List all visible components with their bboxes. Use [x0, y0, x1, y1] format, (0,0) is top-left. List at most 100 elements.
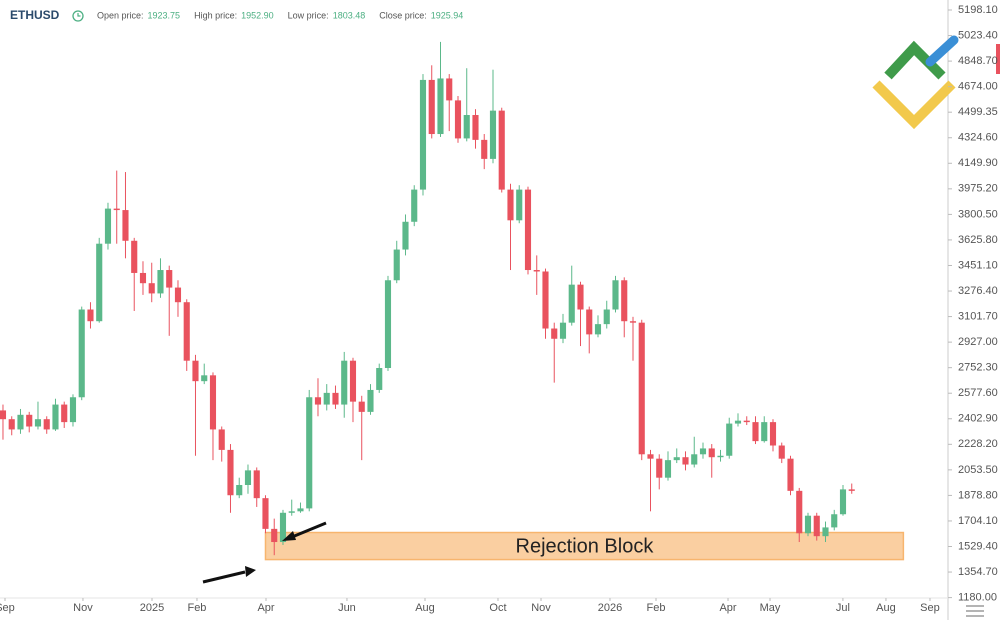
- y-tick-label: 4149.90: [958, 157, 998, 169]
- x-tick-label: Aug: [415, 602, 435, 614]
- candle-body: [804, 515, 812, 534]
- info-label: Low price:: [288, 10, 329, 20]
- candle-body: [218, 429, 225, 450]
- info-label: Open price:: [97, 10, 144, 20]
- y-tick-label: 1878.80: [958, 489, 998, 501]
- arrow-head: [282, 531, 296, 541]
- candle-body: [323, 392, 330, 405]
- candle-body: [358, 401, 365, 412]
- x-tick-label: Jul: [836, 602, 850, 614]
- candle-body: [516, 189, 523, 221]
- y-tick-label: 3451.10: [958, 259, 998, 271]
- x-tick-label: Sep: [0, 602, 15, 614]
- info-label: Close price:: [379, 10, 427, 20]
- candle-body: [69, 397, 77, 423]
- candle-body: [244, 470, 252, 485]
- plot-area: Rejection Block: [0, 41, 905, 561]
- candle-body: [43, 419, 50, 430]
- candle-body: [717, 455, 724, 458]
- candle-body: [314, 397, 322, 405]
- candle-body: [349, 360, 357, 402]
- y-tick-label: 2577.60: [958, 387, 998, 399]
- candle-body: [367, 389, 374, 412]
- x-tick-label: Feb: [187, 602, 206, 614]
- arrows: [202, 521, 327, 584]
- candle-body: [376, 368, 383, 390]
- y-tick-label: 1704.10: [958, 515, 998, 527]
- candle-body: [752, 422, 759, 442]
- x-tick-label: Aug: [876, 602, 896, 614]
- candle-body: [481, 139, 488, 159]
- x-tick-label: 2025: [140, 602, 164, 614]
- candle-body: [568, 284, 575, 323]
- candle-body: [454, 100, 462, 139]
- y-tick-label: 5198.10: [958, 4, 998, 16]
- candle-body: [341, 360, 348, 405]
- candle-body: [122, 210, 129, 241]
- y-tick-label: 1529.40: [958, 540, 998, 552]
- y-tick-label: 3276.40: [958, 285, 998, 297]
- candle-body: [734, 420, 742, 424]
- y-tick-label: 2752.30: [958, 362, 998, 374]
- candle-body: [708, 448, 715, 458]
- info-value: 1803.48: [333, 10, 366, 20]
- clock-icon: [72, 10, 84, 22]
- candle-body: [726, 423, 733, 456]
- candle-body: [577, 284, 584, 310]
- candle-body: [831, 514, 838, 528]
- y-tick-label: 2053.50: [958, 464, 998, 476]
- candle-body: [402, 221, 409, 250]
- clock-hand: [77, 13, 81, 17]
- settings-icon[interactable]: [966, 605, 984, 617]
- arrow-head: [245, 566, 256, 577]
- candle-body: [848, 489, 855, 491]
- candle-body: [297, 508, 304, 512]
- logo: [872, 35, 959, 130]
- y-tick-label: 2402.90: [958, 413, 998, 425]
- candle-body: [0, 410, 7, 420]
- x-tick-label: 2026: [598, 602, 622, 614]
- candle-body: [647, 454, 654, 459]
- candle-body: [157, 270, 164, 294]
- candle-body: [769, 422, 777, 446]
- candle-body: [419, 79, 427, 190]
- info-label: High price:: [194, 10, 237, 20]
- candle-body: [253, 470, 260, 499]
- candle-body: [131, 240, 138, 273]
- candle-body: [621, 280, 628, 322]
- candle-body: [96, 243, 103, 322]
- candle-body: [78, 309, 85, 398]
- candle-body: [699, 448, 707, 455]
- candle-body: [682, 457, 689, 465]
- candle-body: [673, 457, 680, 461]
- candle-body: [26, 414, 33, 427]
- candle-body: [166, 270, 173, 288]
- candle-body: [446, 78, 453, 101]
- y-tick-label: 4324.60: [958, 132, 998, 144]
- rejection-zone: [264, 531, 905, 561]
- candle-body: [148, 283, 155, 294]
- candle-body: [87, 309, 94, 322]
- candle-body: [437, 78, 444, 135]
- candle-body: [236, 484, 243, 496]
- y-tick-label: 4499.35: [958, 106, 998, 118]
- info-value: 1952.90: [241, 10, 274, 20]
- candle-body: [778, 445, 785, 459]
- y-tick-label: 2927.00: [958, 336, 998, 348]
- candle-body: [174, 287, 182, 303]
- candle-body: [743, 420, 750, 423]
- candle-body: [586, 309, 593, 335]
- x-tick-label: Sep: [920, 602, 940, 614]
- x-tick-label: Nov: [73, 602, 93, 614]
- candle-body: [288, 511, 295, 513]
- candle-body: [279, 512, 287, 543]
- y-tick-label: 3625.80: [958, 234, 998, 246]
- info-value: 1923.75: [148, 10, 181, 20]
- candle-body: [761, 422, 768, 442]
- y-tick-label: 4674.00: [958, 81, 998, 93]
- candle-body: [17, 414, 24, 430]
- candle-body: [8, 419, 15, 430]
- candle-body: [656, 458, 663, 478]
- x-tick-label: Jun: [338, 602, 356, 614]
